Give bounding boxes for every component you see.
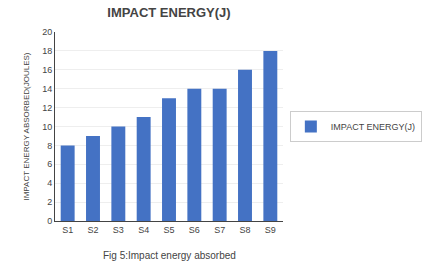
svg-text:S9: S9 <box>265 225 276 235</box>
svg-text:S5: S5 <box>163 225 174 235</box>
svg-text:14: 14 <box>42 84 52 94</box>
svg-text:IMPACT ENERGY(J): IMPACT ENERGY(J) <box>107 5 230 20</box>
svg-text:16: 16 <box>42 65 52 75</box>
svg-text:S8: S8 <box>239 225 250 235</box>
svg-text:2: 2 <box>47 197 52 207</box>
svg-text:IMPACT ENERGY ABSORBED(JOULES): IMPACT ENERGY ABSORBED(JOULES) <box>22 52 31 200</box>
svg-text:10: 10 <box>42 122 52 132</box>
svg-text:IMPACT ENERGY(J): IMPACT ENERGY(J) <box>331 122 415 132</box>
svg-text:Fig 5:Impact energy absorbed: Fig 5:Impact energy absorbed <box>103 250 236 261</box>
svg-text:0: 0 <box>47 216 52 226</box>
svg-text:S7: S7 <box>214 225 225 235</box>
svg-text:8: 8 <box>47 141 52 151</box>
svg-text:S3: S3 <box>113 225 124 235</box>
svg-text:18: 18 <box>42 46 52 56</box>
svg-text:S2: S2 <box>87 225 98 235</box>
svg-text:S1: S1 <box>62 225 73 235</box>
svg-text:S4: S4 <box>138 225 149 235</box>
svg-text:12: 12 <box>42 103 52 113</box>
svg-text:6: 6 <box>47 159 52 169</box>
svg-text:20: 20 <box>42 27 52 37</box>
svg-text:4: 4 <box>47 178 52 188</box>
svg-text:S6: S6 <box>189 225 200 235</box>
